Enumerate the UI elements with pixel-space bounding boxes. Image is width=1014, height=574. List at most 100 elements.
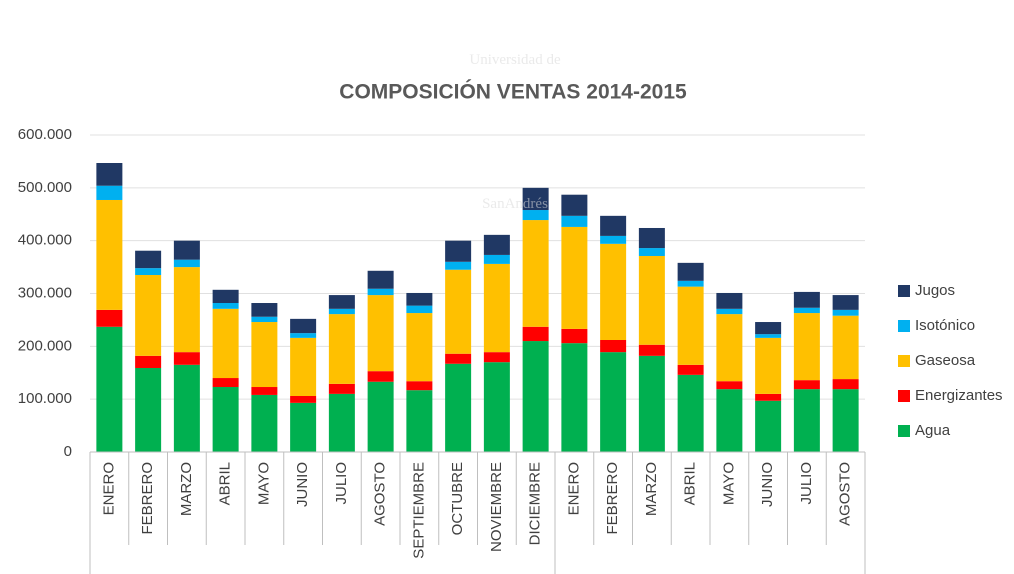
bar-segment [367, 288, 394, 296]
bar-segment [522, 341, 549, 452]
y-tick-label: 500.000 [18, 179, 72, 196]
bar-segment [755, 322, 782, 335]
bar-segment [251, 303, 278, 317]
bar-segment [677, 374, 704, 452]
bar-segment [290, 395, 317, 403]
bar-segment [677, 280, 704, 287]
bar-segment [96, 185, 123, 200]
x-tick-label: FEBRERO [139, 462, 156, 535]
bar-segment [445, 363, 472, 452]
bar-segment [135, 275, 162, 356]
x-tick-label: AGOSTO [372, 462, 389, 526]
bar-segment [832, 315, 859, 380]
bar-segment [638, 227, 665, 249]
legend-label: Jugos [915, 282, 955, 299]
x-tick-label: AGOSTO [837, 462, 854, 526]
bar-segment [406, 381, 433, 391]
y-tick-label: 600.000 [18, 126, 72, 143]
bar-segment [677, 262, 704, 281]
x-tick-label: FEBRERO [604, 462, 621, 535]
bar-segment [483, 352, 510, 363]
bar-segment [96, 199, 123, 310]
x-tick-label: JULIO [333, 462, 350, 505]
bar-segment [406, 390, 433, 452]
x-tick-label: NOVIEMBRE [488, 462, 505, 552]
bar-segment [793, 313, 820, 381]
bar-segment [716, 389, 743, 452]
bar-segment [135, 355, 162, 368]
watermark: Universidad de [469, 52, 561, 68]
x-tick-label: MAYO [255, 462, 272, 505]
bar-segment [212, 303, 239, 309]
bar-segment [367, 270, 394, 289]
bar-segment [251, 394, 278, 452]
bar-segment [251, 387, 278, 395]
bar-segment [173, 352, 200, 365]
bar-segment [832, 379, 859, 390]
x-tick-label: JULIO [798, 462, 815, 505]
bar-segment [328, 314, 355, 384]
y-tick-label: 100.000 [18, 390, 72, 407]
bar-segment [483, 234, 510, 255]
bar-segment [173, 364, 200, 452]
bar-segment [600, 243, 627, 340]
x-tick-label: MARZO [178, 462, 195, 516]
bar-segment [638, 344, 665, 356]
bar-segment [328, 393, 355, 452]
bar-segment [251, 322, 278, 388]
bar-segment [755, 337, 782, 394]
bar-segment [561, 343, 588, 452]
bar-segment [832, 389, 859, 452]
bar-segment [755, 400, 782, 452]
bar-segment [793, 291, 820, 308]
bar-segment [483, 254, 510, 264]
bar-segment [251, 316, 278, 323]
bar-segment [328, 383, 355, 394]
x-tick-label: ENERO [100, 462, 117, 515]
bar-segment [522, 187, 549, 211]
bar-segment [561, 215, 588, 227]
bar-segment [755, 334, 782, 338]
y-tick-label: 300.000 [18, 284, 72, 301]
bar-segment [290, 337, 317, 396]
bar-segment [367, 295, 394, 372]
bar-segment [522, 210, 549, 221]
bar-segment [96, 309, 123, 327]
y-tick-label: 0 [64, 443, 72, 460]
x-tick-label: MAYO [720, 462, 737, 505]
bar-segment [561, 194, 588, 216]
bar-segment [716, 381, 743, 390]
bar-segment [212, 378, 239, 388]
bar-segment [483, 263, 510, 353]
y-tick-label: 200.000 [18, 337, 72, 354]
bar-segment [96, 163, 123, 186]
bar-segment [638, 248, 665, 256]
bar-segment [677, 364, 704, 375]
bar-segment [173, 240, 200, 260]
bar-segment [600, 352, 627, 452]
bar-segment [793, 307, 820, 314]
x-tick-label: DICIEMBRE [527, 462, 544, 545]
bar-segment [445, 353, 472, 364]
legend-swatch [898, 320, 910, 332]
bar-segment [716, 308, 743, 315]
legend-swatch [898, 390, 910, 402]
bar-segment [135, 250, 162, 269]
bar-segment [793, 389, 820, 452]
x-tick-label: JUNIO [759, 462, 776, 507]
x-tick-label: ABRIL [682, 462, 699, 505]
x-tick-label: SEPTIEMBRE [410, 462, 427, 559]
bar-segment [483, 362, 510, 452]
legend-swatch [898, 425, 910, 437]
bar-segment [832, 309, 859, 316]
x-tick-label: MARZO [643, 462, 660, 516]
bar-segment [212, 289, 239, 304]
bar-segment [600, 339, 627, 353]
bar-segment [445, 261, 472, 270]
bar-segment [561, 328, 588, 344]
x-tick-label: JUNIO [294, 462, 311, 507]
bar-segment [793, 380, 820, 390]
bar-segment [716, 314, 743, 382]
bar-segment [716, 292, 743, 309]
legend-swatch [898, 355, 910, 367]
